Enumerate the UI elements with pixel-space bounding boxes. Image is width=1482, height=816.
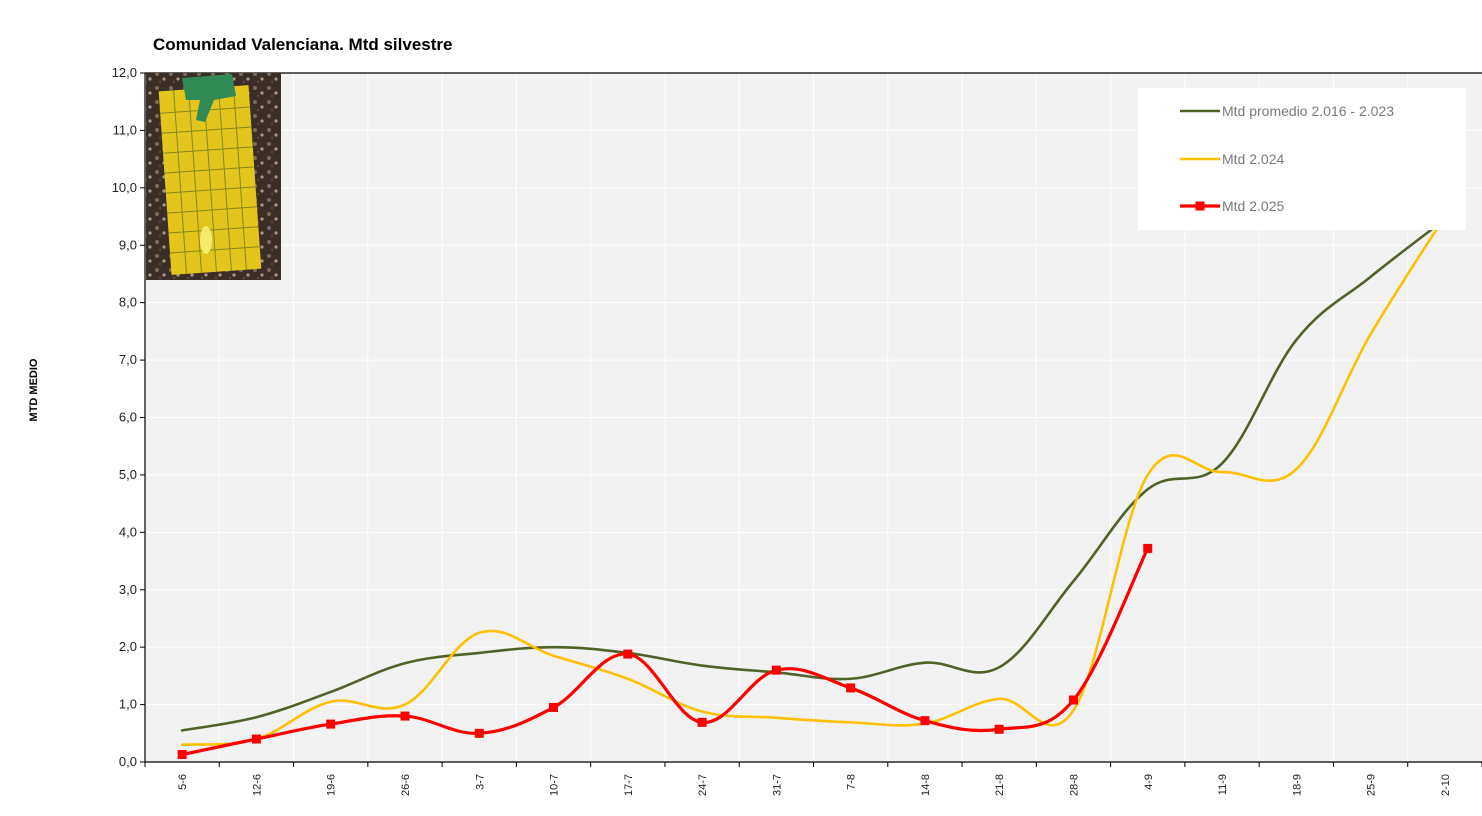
legend-label: Mtd promedio 2.016 - 2.023: [1222, 103, 1394, 119]
y-axis-ticks: 0,0 1,0 2,0 3,0 4,0 5,0 6,0 7,0 8,0 9,0 10,0 11,0 12…: [112, 65, 145, 769]
series-point: [623, 649, 633, 659]
x-tick-label: 26-6: [400, 774, 412, 796]
x-tick-label: 3-7: [474, 774, 486, 790]
y-tick-label: 6,0: [119, 410, 137, 425]
series-point: [994, 724, 1004, 734]
series-layer: [177, 215, 1447, 760]
series-line: [180, 215, 1447, 747]
series-line: [180, 218, 1447, 732]
y-tick-label: 5,0: [119, 467, 137, 482]
x-tick-label: 17-7: [623, 774, 635, 796]
trap-photo-image: [146, 73, 281, 280]
x-tick-label: 28-8: [1068, 774, 1080, 796]
x-tick-label: 10-7: [549, 774, 561, 796]
y-tick-label: 3,0: [119, 582, 137, 597]
x-tick-label: 31-7: [771, 774, 783, 796]
series-group: [177, 543, 1153, 760]
series-point: [400, 711, 410, 721]
y-tick-label: 9,0: [119, 237, 137, 252]
y-tick-label: 2,0: [119, 639, 137, 654]
y-tick-label: 11,0: [113, 122, 137, 137]
legend-label: Mtd 2.024: [1222, 151, 1284, 167]
x-tick-label: 24-7: [697, 774, 709, 796]
y-tick-label: 12,0: [112, 65, 137, 80]
series-point: [251, 734, 261, 744]
legend-swatch-marker: [1195, 201, 1205, 211]
x-tick-label: 14-8: [920, 774, 932, 796]
series-point: [326, 719, 336, 729]
x-tick-label: 5-6: [177, 774, 189, 790]
x-axis-ticks: 5-6 12-6 19-6 26-6 3-7 10-7 17-7 24-7 31-7 7-8 14-…: [144, 762, 1482, 796]
x-tick-label: 19-6: [326, 774, 338, 796]
series-group: [180, 218, 1447, 732]
y-tick-label: 10,0: [112, 180, 137, 195]
series-point: [846, 683, 856, 693]
series-point: [474, 728, 484, 738]
series-line: [180, 546, 1150, 757]
x-tick-label: 2-10: [1440, 774, 1452, 796]
y-tick-label: 1,0: [119, 697, 137, 712]
x-tick-label: 12-6: [251, 774, 263, 796]
series-point: [549, 702, 559, 712]
y-tick-label: 0,0: [119, 754, 137, 769]
series-group: [180, 215, 1447, 747]
series-point: [771, 665, 781, 675]
x-tick-label: 11-9: [1217, 774, 1229, 795]
x-tick-label: 4-9: [1143, 774, 1155, 790]
series-point: [177, 750, 187, 760]
x-tick-label: 7-8: [846, 774, 858, 790]
legend-label: Mtd 2.025: [1222, 198, 1284, 214]
x-tick-label: 21-8: [994, 774, 1006, 796]
chart-title: Comunidad Valenciana. Mtd silvestre: [153, 35, 452, 54]
series-point: [1143, 543, 1153, 553]
x-tick-label: 18-9: [1291, 774, 1303, 796]
series-point: [697, 717, 707, 727]
y-axis-label: MTD MEDIO: [28, 358, 40, 421]
series-point: [1068, 695, 1078, 705]
legend: Mtd promedio 2.016 - 2.023 Mtd 2.024 Mtd 2…: [1138, 88, 1466, 230]
y-tick-label: 4,0: [119, 524, 137, 539]
y-tick-label: 7,0: [119, 352, 137, 367]
series-point: [920, 716, 930, 726]
y-tick-label: 8,0: [119, 295, 137, 310]
x-tick-label: 25-9: [1366, 774, 1378, 796]
